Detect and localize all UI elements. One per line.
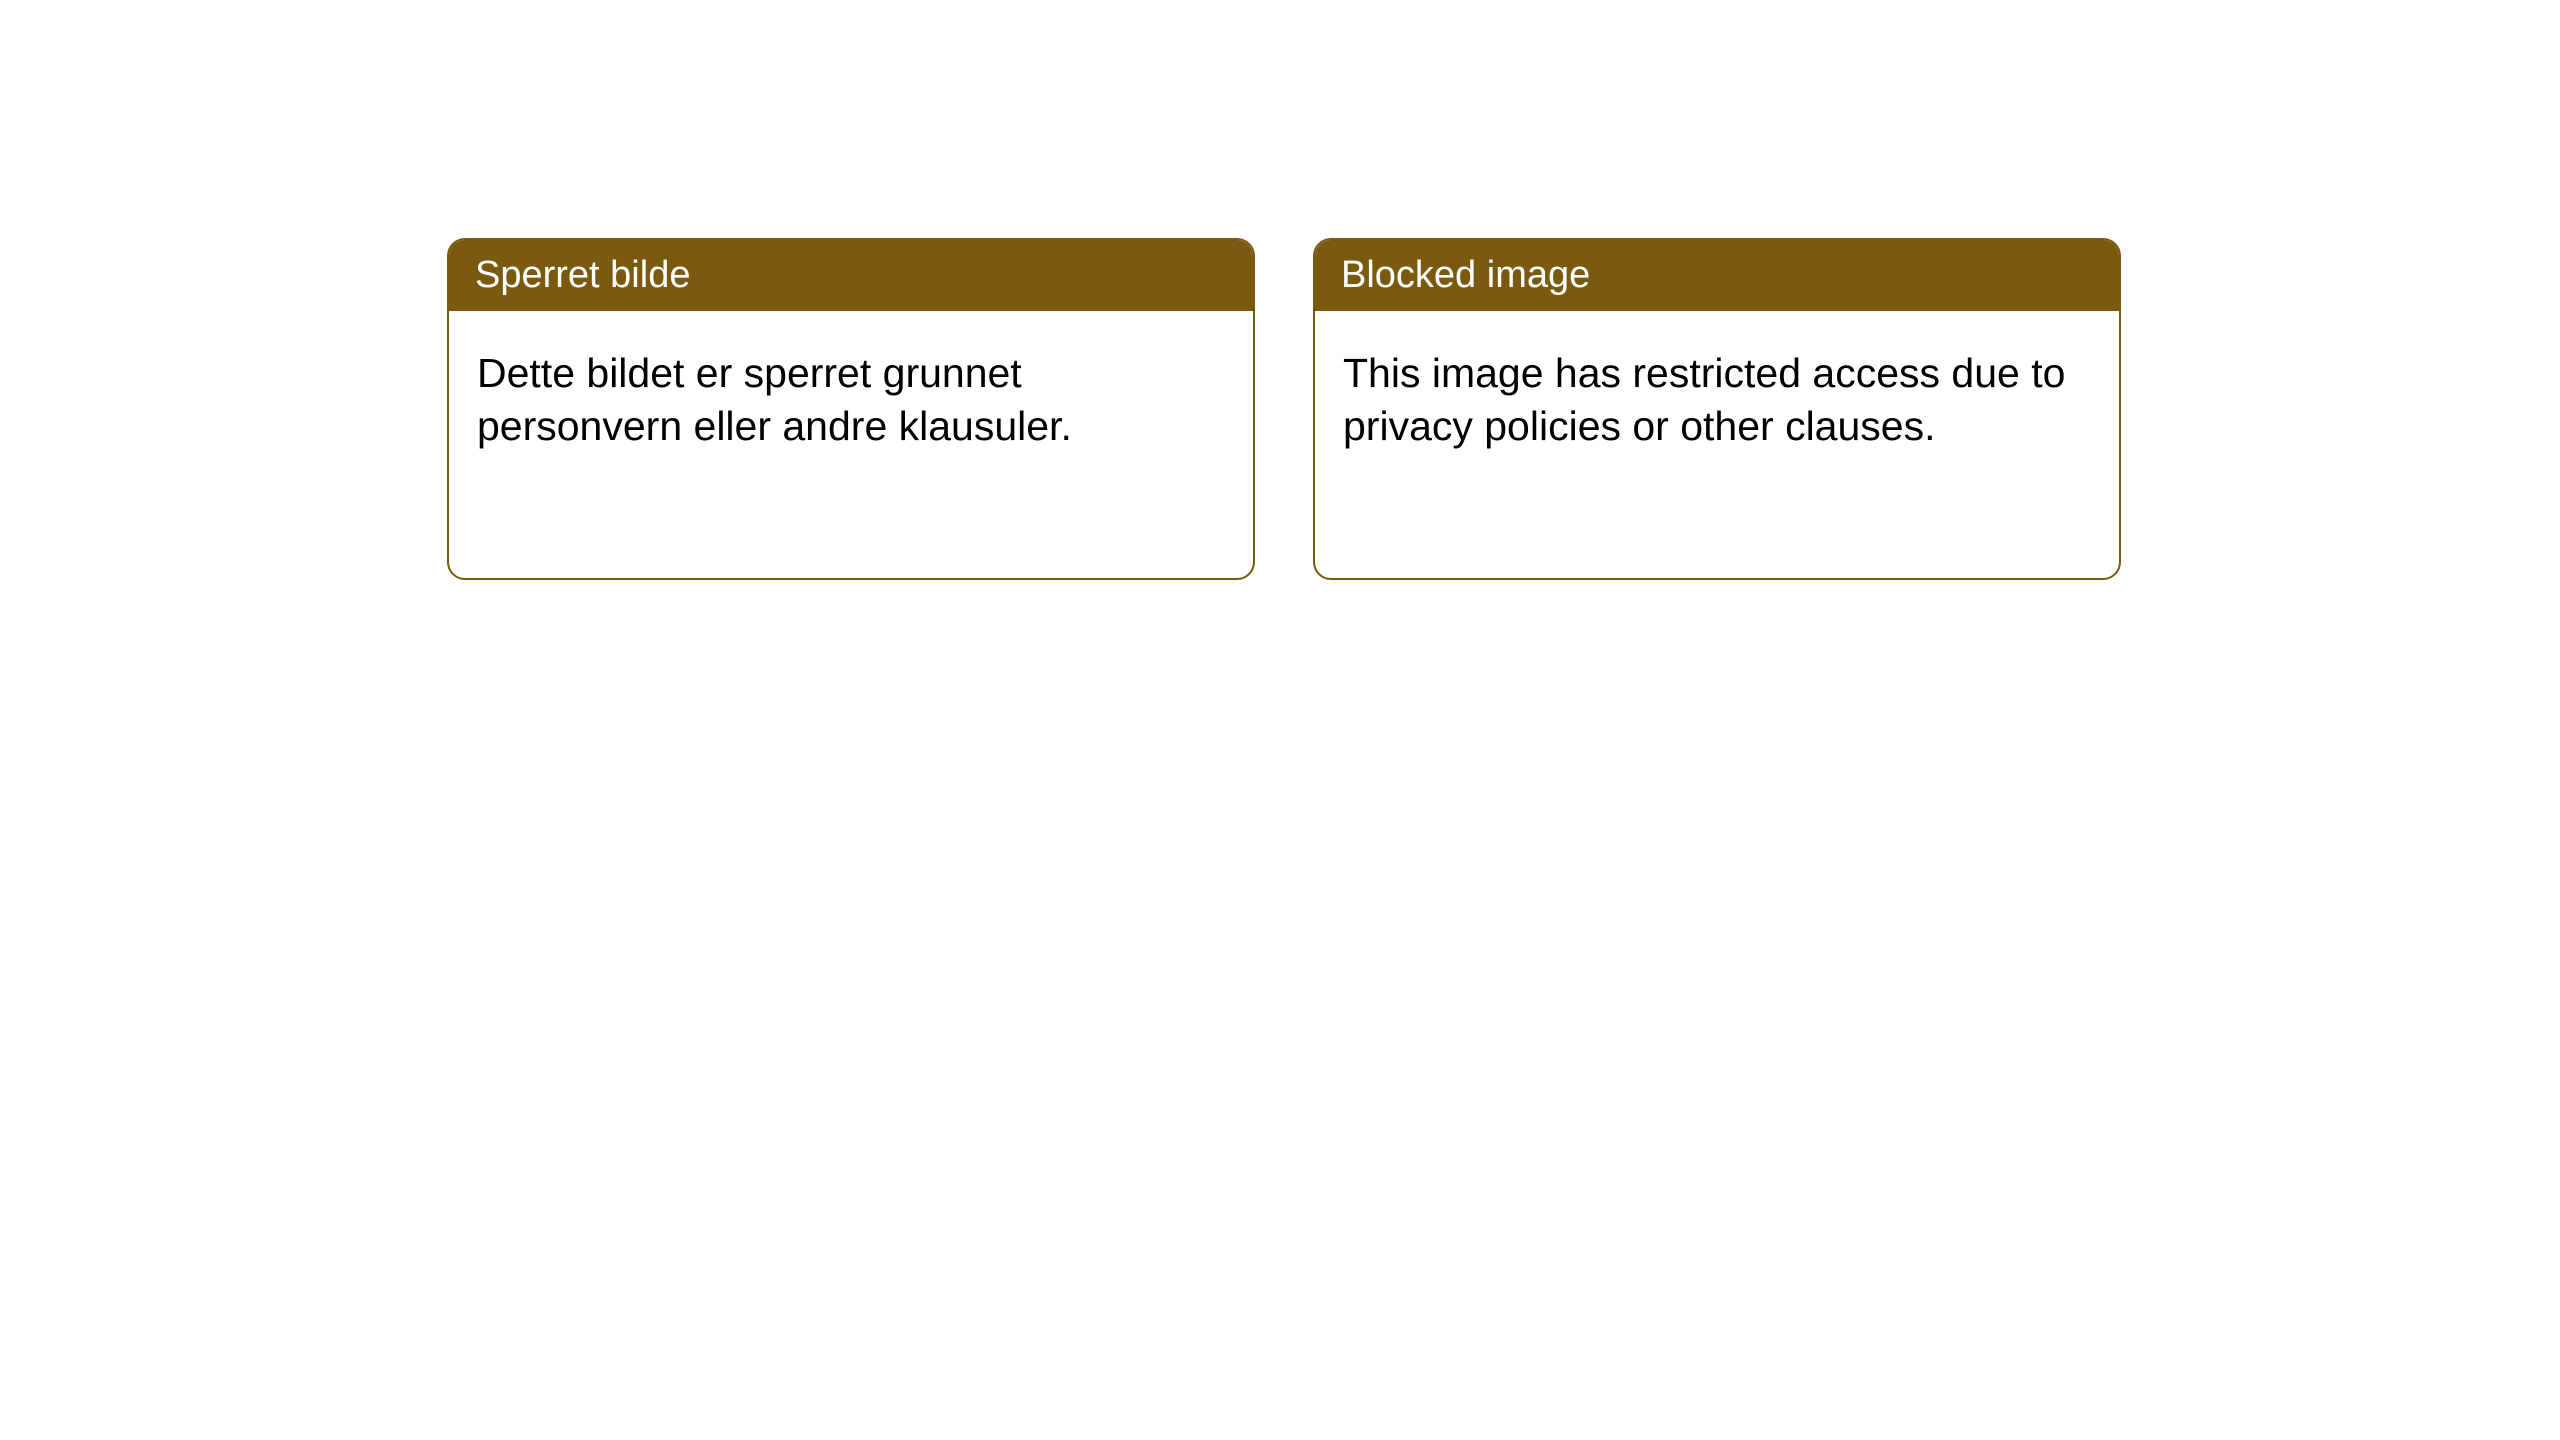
card-body-text: This image has restricted access due to … [1343, 350, 2065, 449]
card-title: Blocked image [1341, 254, 1590, 296]
card-header: Blocked image [1315, 240, 2119, 311]
card-title: Sperret bilde [475, 254, 690, 296]
card-header: Sperret bilde [449, 240, 1253, 311]
card-body-text: Dette bildet er sperret grunnet personve… [477, 350, 1072, 449]
card-body: This image has restricted access due to … [1315, 311, 2119, 490]
notice-card-english: Blocked image This image has restricted … [1313, 238, 2121, 580]
notice-card-norwegian: Sperret bilde Dette bildet er sperret gr… [447, 238, 1255, 580]
notice-container: Sperret bilde Dette bildet er sperret gr… [447, 238, 2121, 580]
card-body: Dette bildet er sperret grunnet personve… [449, 311, 1253, 490]
